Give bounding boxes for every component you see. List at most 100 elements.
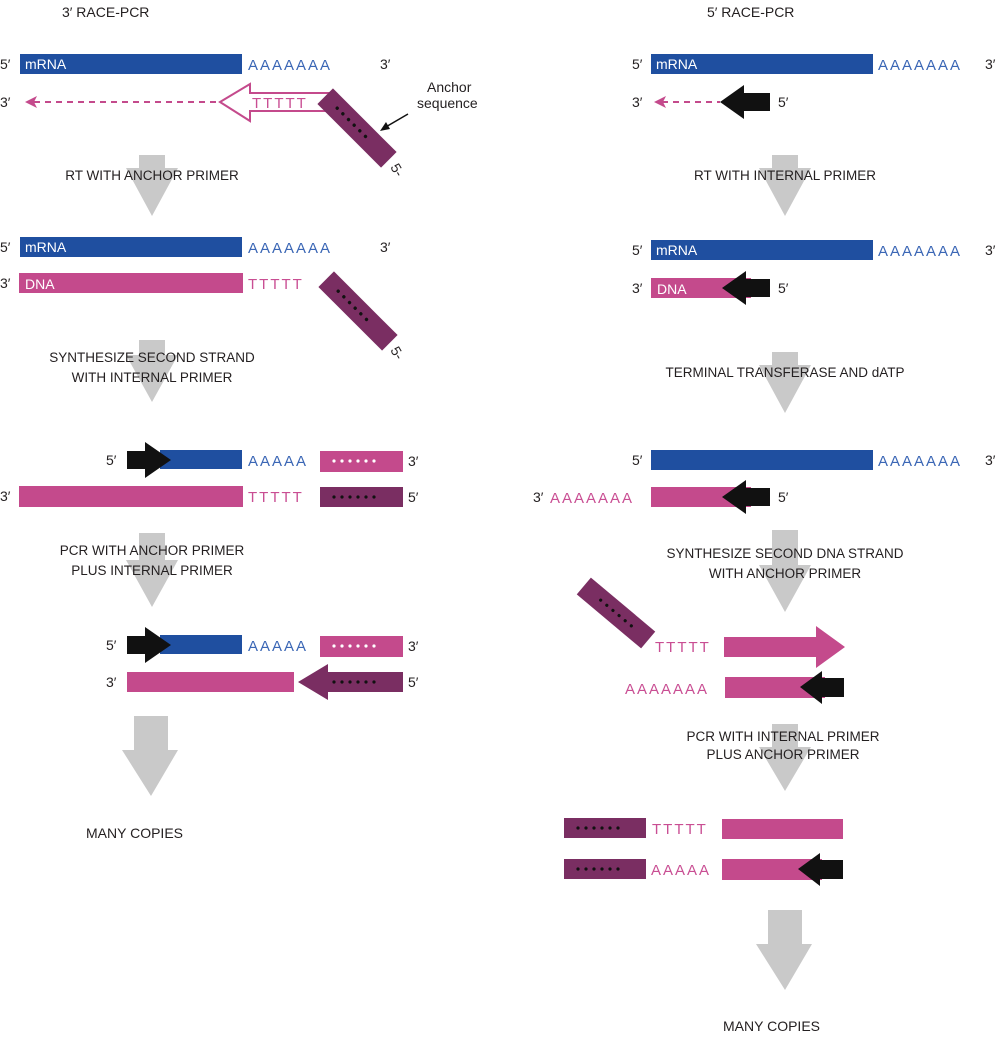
- anchor-label-1: Anchor: [427, 79, 472, 95]
- svg-text:DNA: DNA: [657, 281, 687, 297]
- right-result: MANY COPIES: [723, 1018, 820, 1034]
- process-arrow: [126, 533, 178, 607]
- svg-text:3′: 3′: [0, 488, 11, 504]
- left-row4-dna: 3′ DNA TTTTT 5-: [0, 271, 408, 363]
- right-row4-dna: 3′ DNA 5′: [632, 271, 789, 305]
- svg-text:AAAAAAA: AAAAAAA: [878, 243, 962, 260]
- right-row9: TTTTT: [564, 818, 843, 839]
- svg-text:3′: 3′: [985, 56, 996, 72]
- svg-text:AAAAAAA: AAAAAAA: [625, 681, 709, 698]
- left-row3-mrna: 5′ mRNA AAAAAAA 3′: [0, 237, 391, 257]
- svg-text:5-: 5-: [387, 344, 407, 363]
- svg-text:5′: 5′: [632, 452, 643, 468]
- svg-text:5′: 5′: [408, 489, 419, 505]
- left-row2-rt: 3′ TTTTT 5- Anchor sequence: [0, 79, 478, 180]
- svg-text:TTTTT: TTTTT: [248, 489, 304, 506]
- svg-text:3′: 3′: [408, 453, 419, 469]
- svg-text:mRNA: mRNA: [25, 239, 67, 255]
- mrna-bar: [20, 54, 242, 74]
- internal-primer-arrow-icon: [720, 85, 770, 119]
- svg-text:3′: 3′: [985, 242, 996, 258]
- process-arrow: [122, 716, 178, 796]
- right-row5-mrna: 5′ AAAAAAA 3′: [632, 450, 996, 470]
- svg-text:TTTTT: TTTTT: [655, 639, 711, 656]
- pointer-arrow-icon: [380, 122, 390, 131]
- svg-text:5′: 5′: [778, 489, 789, 505]
- anchor-sequence-bar: [318, 271, 398, 351]
- left-step-3a: PCR WITH ANCHOR PRIMER: [60, 543, 245, 558]
- right-row2-rt: 3′ 5′: [632, 85, 789, 119]
- left-step-1: RT WITH ANCHOR PRIMER: [65, 168, 239, 183]
- svg-text:AAAAA: AAAAA: [651, 862, 711, 879]
- svg-text:3′: 3′: [0, 275, 11, 291]
- svg-text:3′: 3′: [632, 280, 643, 296]
- svg-text:3′: 3′: [632, 94, 643, 110]
- svg-text:mRNA: mRNA: [25, 56, 67, 72]
- svg-text:3′: 3′: [985, 452, 996, 468]
- process-arrow: [759, 352, 811, 413]
- process-arrow: [126, 340, 178, 402]
- svg-text:5′: 5′: [778, 280, 789, 296]
- process-arrow: [759, 724, 811, 791]
- internal-primer-arrow-icon: [798, 853, 843, 886]
- svg-text:AAAAAAA: AAAAAAA: [248, 57, 332, 74]
- svg-text:AAAAAAA: AAAAAAA: [878, 453, 962, 470]
- svg-text:TTTTT: TTTTT: [248, 276, 304, 293]
- svg-text:AAAAAAA: AAAAAAA: [878, 57, 962, 74]
- svg-text:DNA: DNA: [25, 276, 55, 292]
- svg-text:3′: 3′: [408, 638, 419, 654]
- internal-primer-arrow-icon: [127, 627, 171, 663]
- second-strand-arrow: [724, 626, 845, 668]
- svg-text:5′: 5′: [0, 56, 11, 72]
- process-arrow: [759, 530, 811, 612]
- dashed-arrowhead-icon: [25, 96, 37, 108]
- dashed-arrowhead-icon: [654, 96, 666, 108]
- right-row6-dna: 3′ AAAAAAA 5′: [533, 480, 789, 514]
- left-result: MANY COPIES: [86, 825, 183, 841]
- right-row8: AAAAAAA: [625, 671, 844, 704]
- right-step-3b: WITH ANCHOR PRIMER: [709, 566, 862, 581]
- right-step-2: TERMINAL TRANSFERASE AND dATP: [665, 365, 904, 380]
- svg-text:mRNA: mRNA: [656, 56, 698, 72]
- process-arrow: [126, 155, 178, 216]
- right-step-1: RT WITH INTERNAL PRIMER: [694, 168, 876, 183]
- svg-text:5′: 5′: [0, 239, 11, 255]
- svg-text:5′: 5′: [408, 674, 419, 690]
- left-title: 3′ RACE-PCR: [62, 4, 149, 20]
- process-arrow: [759, 155, 811, 216]
- svg-text:3′: 3′: [0, 94, 11, 110]
- svg-text:3′: 3′: [533, 489, 544, 505]
- left-row7: 5′ AAAAA 3′: [106, 627, 419, 663]
- svg-text:5′: 5′: [632, 56, 643, 72]
- internal-primer-arrow-icon: [722, 480, 770, 514]
- svg-text:5′: 5′: [106, 452, 117, 468]
- left-row8: 3′ 5′: [106, 664, 419, 700]
- anchor-sequence-bar: [576, 577, 656, 649]
- right-step-4b: PLUS ANCHOR PRIMER: [706, 747, 859, 762]
- left-step-2b: WITH INTERNAL PRIMER: [72, 370, 233, 385]
- left-step-2a: SYNTHESIZE SECOND STRAND: [49, 350, 255, 365]
- svg-text:5′: 5′: [632, 242, 643, 258]
- left-row1-mrna: 5′ mRNA AAAAAAA 3′: [0, 54, 391, 74]
- left-step-3b: PLUS INTERNAL PRIMER: [71, 563, 233, 578]
- svg-text:AAAAAAA: AAAAAAA: [248, 240, 332, 257]
- internal-primer-arrow-icon: [800, 671, 844, 704]
- svg-text:TTTTT: TTTTT: [652, 821, 708, 838]
- svg-text:AAAAA: AAAAA: [248, 453, 308, 470]
- internal-primer-arrow-icon: [127, 442, 171, 478]
- anchor-sequence-bar: [317, 88, 397, 168]
- svg-text:3′: 3′: [106, 674, 117, 690]
- svg-text:mRNA: mRNA: [656, 242, 698, 258]
- svg-text:5-: 5-: [387, 161, 407, 180]
- right-step-4a: PCR WITH INTERNAL PRIMER: [686, 729, 879, 744]
- svg-text:TTTTT: TTTTT: [252, 95, 308, 112]
- svg-text:AAAAAAA: AAAAAAA: [550, 490, 634, 507]
- internal-primer-arrow-icon: [722, 271, 770, 305]
- right-row7: TTTTT: [576, 577, 845, 668]
- right-title: 5′ RACE-PCR: [707, 4, 794, 20]
- anchor-label-2: sequence: [417, 95, 478, 111]
- svg-text:5′: 5′: [106, 637, 117, 653]
- svg-text:3′: 3′: [380, 239, 391, 255]
- left-row5: 5′ AAAAA 3′: [106, 442, 419, 478]
